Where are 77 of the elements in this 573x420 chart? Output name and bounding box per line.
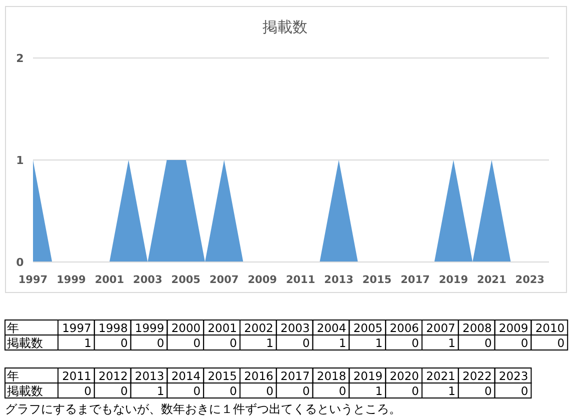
y-tick-label: 0 [16, 256, 24, 269]
annotation: グラフにするまでもないが、数年おきに１件ずつ出てくるというところ。 [5, 402, 401, 416]
x-tick-label: 2005 [171, 274, 201, 286]
x-axis-title: 年 [7, 321, 19, 335]
x-tick-label: 2012 [98, 369, 128, 383]
x-tick-label: 2001 [94, 274, 124, 286]
x-tick-label: 2013 [324, 274, 354, 286]
x-tick-label: 2003 [280, 321, 310, 335]
data-label: 0 [338, 384, 346, 398]
x-tick-label: 1999 [56, 274, 86, 286]
chart-title: 掲載数 [262, 18, 308, 36]
data-label: 0 [302, 336, 310, 350]
x-tick-label: 2017 [400, 274, 430, 286]
x-tick-label: 2023 [498, 369, 528, 383]
x-tick-label: 2008 [462, 321, 492, 335]
data-label: 0 [84, 384, 92, 398]
data-label: 1 [448, 336, 456, 350]
x-tick-label: 1997 [18, 274, 48, 286]
y-tick-label: 1 [16, 154, 24, 167]
data-label: 1 [84, 336, 92, 350]
y-tick-label: 掲載数 [7, 384, 43, 398]
x-tick-label: 2004 [316, 321, 346, 335]
data-label: 0 [230, 336, 237, 350]
data-label: 0 [302, 384, 310, 398]
x-tick-label: 2011 [62, 369, 92, 383]
data-label: 1 [338, 336, 346, 350]
data-label: 1 [448, 384, 456, 398]
x-tick-label: 2007 [209, 274, 239, 286]
data-label: 0 [193, 336, 201, 350]
x-tick-label: 2019 [438, 274, 468, 286]
x-tick-label: 2014 [171, 369, 201, 383]
data-label: 0 [520, 384, 528, 398]
x-tick-label: 2013 [134, 369, 164, 383]
data-label: 0 [484, 336, 492, 350]
x-tick-label: 1997 [62, 321, 92, 335]
x-tick-label: 2010 [535, 321, 565, 335]
data-label: 1 [375, 336, 383, 350]
data-label: 0 [557, 336, 565, 350]
data-label: 0 [412, 336, 419, 350]
data-label: 0 [193, 384, 201, 398]
data-label: 0 [120, 384, 128, 398]
data-label: 0 [230, 384, 237, 398]
x-tick-label: 1999 [134, 321, 164, 335]
data-label: 0 [120, 336, 128, 350]
x-tick-label: 2021 [477, 274, 506, 286]
x-tick-label: 2009 [248, 274, 277, 286]
y-tick-label: 2 [16, 52, 24, 65]
y-tick-label: 掲載数 [7, 336, 43, 350]
x-tick-label: 2005 [353, 321, 383, 335]
x-tick-label: 2023 [515, 274, 545, 286]
data-label: 1 [156, 384, 164, 398]
x-tick-label: 2006 [390, 321, 419, 335]
data-label: 1 [375, 384, 383, 398]
x-tick-label: 2007 [426, 321, 456, 335]
x-tick-label: 2016 [244, 369, 274, 383]
x-tick-label: 2018 [316, 369, 346, 383]
x-tick-label: 2002 [244, 321, 274, 335]
x-tick-label: 2003 [133, 274, 162, 286]
data-label: 0 [520, 336, 528, 350]
x-tick-label: 2001 [208, 321, 237, 335]
x-axis-title: 年 [7, 369, 19, 383]
data-label: 0 [484, 384, 492, 398]
x-tick-label: 2015 [362, 274, 392, 286]
x-tick-label: 2009 [498, 321, 528, 335]
data-label: 1 [266, 336, 274, 350]
data-label: 0 [156, 336, 164, 350]
x-tick-label: 2019 [353, 369, 383, 383]
x-tick-label: 2015 [208, 369, 237, 383]
x-tick-label: 2021 [426, 369, 456, 383]
x-tick-label: 2020 [390, 369, 419, 383]
x-tick-label: 2011 [286, 274, 316, 286]
x-tick-label: 1998 [98, 321, 128, 335]
x-tick-label: 2000 [171, 321, 201, 335]
data-label: 0 [412, 384, 419, 398]
x-tick-label: 2017 [280, 369, 310, 383]
x-tick-label: 2022 [462, 369, 492, 383]
data-label: 0 [266, 384, 274, 398]
